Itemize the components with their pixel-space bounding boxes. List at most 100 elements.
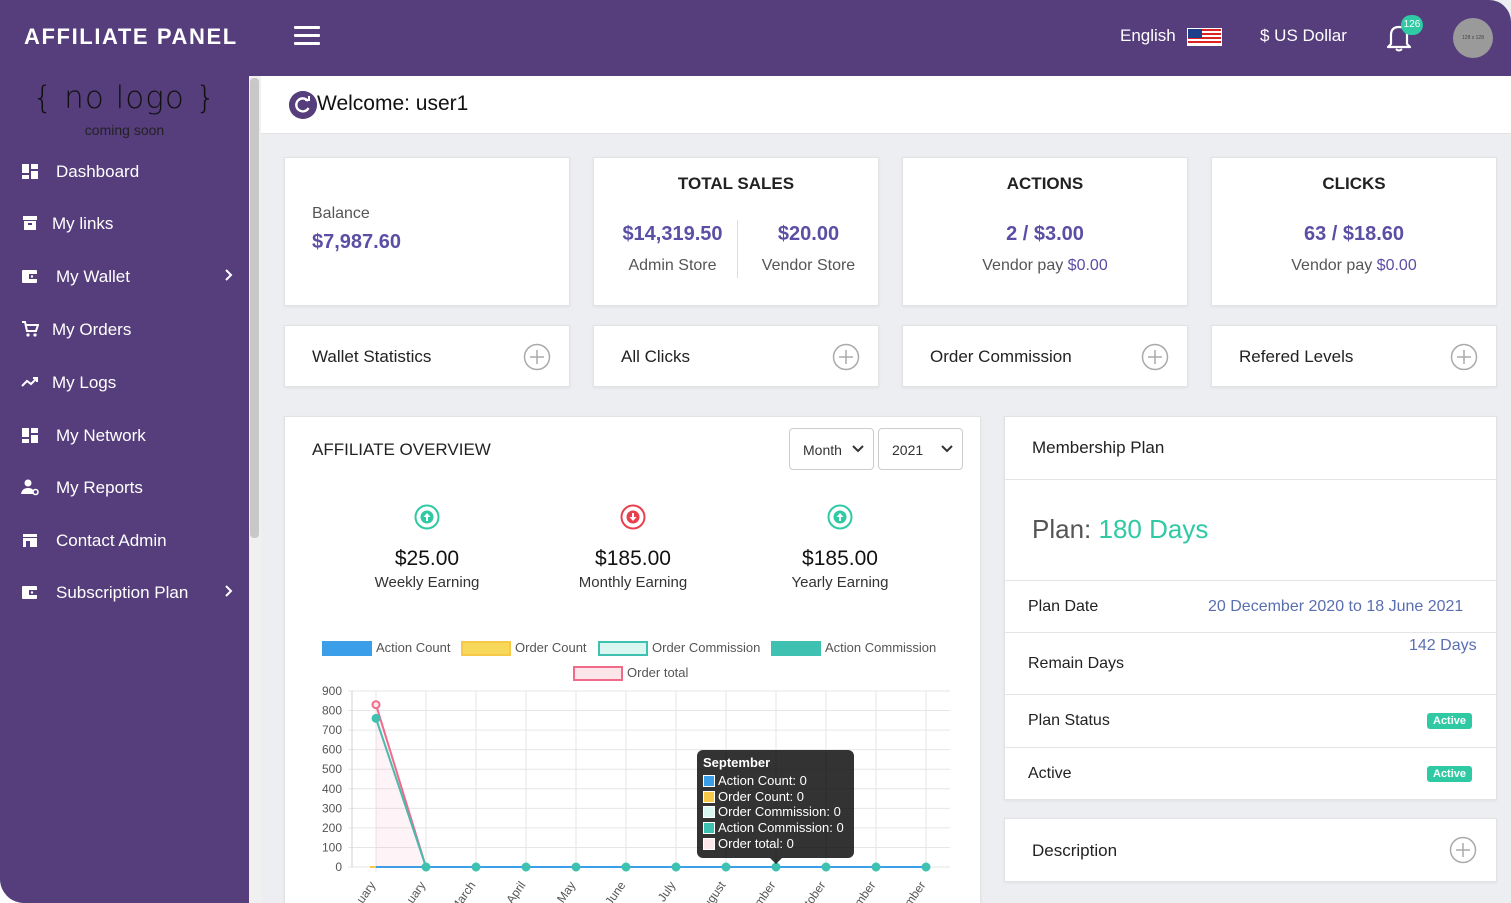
legend-swatch (703, 806, 715, 819)
brand-title: AFFILIATE PANEL (24, 24, 238, 49)
y-tick-label: 500 (322, 762, 342, 776)
clicks-value: 63 / $18.60 (1303, 223, 1405, 245)
sidebar-item-contact-admin[interactable]: Contact Admin (0, 521, 249, 561)
plan-date-label: Plan Date (1028, 598, 1099, 615)
sidebar-item-label: My Wallet (56, 267, 130, 286)
legend-label[interactable]: Order total (627, 665, 689, 680)
plus-circle-icon[interactable] (1450, 343, 1478, 371)
plan-status-label: Plan Status (1028, 712, 1110, 729)
sidebar-item-my-network[interactable]: My Network (0, 416, 249, 456)
tooltip-row: Order Count: 0 (703, 789, 848, 805)
currency-selector[interactable]: $ US Dollar (1260, 26, 1347, 45)
data-point (521, 862, 531, 872)
plus-circle-icon[interactable] (832, 343, 860, 371)
data-point (371, 700, 381, 710)
plus-circle-icon[interactable] (1141, 343, 1169, 371)
legend-swatch (703, 822, 715, 835)
year-select-value: 2021 (892, 442, 924, 458)
yearly-earning-label: Yearly Earning (791, 574, 889, 591)
sidebar-item-my-reports[interactable]: My Reports (0, 468, 249, 508)
legend-swatch[interactable] (322, 641, 372, 656)
arrow-up-circle-icon (827, 504, 853, 530)
actions-value: 2 / $3.00 (1006, 223, 1084, 245)
legend-swatch[interactable] (771, 641, 821, 656)
monthly-earning: $185.00 Monthly Earning (543, 503, 723, 591)
x-tick-label: June (602, 878, 629, 903)
sidebar-item-dashboard[interactable]: Dashboard (0, 152, 249, 192)
sidebar-scrollbar-thumb[interactable] (250, 78, 259, 538)
avatar[interactable]: 128 x 128 (1453, 18, 1493, 58)
sidebar-item-label: My Logs (52, 373, 117, 392)
data-point (921, 862, 931, 872)
data-point (571, 862, 581, 872)
refered-levels-card[interactable]: Refered Levels (1211, 325, 1497, 387)
period-select[interactable]: Month (789, 428, 874, 470)
arrow-down-circle-icon (620, 504, 646, 530)
sidebar-item-label: My Reports (56, 478, 143, 497)
legend-label[interactable]: Action Commission (825, 640, 937, 655)
legend-swatch[interactable] (598, 641, 648, 656)
y-tick-label: 700 (322, 723, 342, 737)
x-tick-label: uary (404, 879, 429, 903)
logo-text: { no logo } (32, 80, 217, 116)
description-title: Description (1032, 841, 1118, 860)
sidebar: { no logo } coming soon Dashboard My lin… (0, 76, 261, 903)
all-clicks-card[interactable]: All Clicks (593, 325, 879, 387)
wallet-statistics-card[interactable]: Wallet Statistics (284, 325, 570, 387)
active-label: Active (1028, 765, 1072, 782)
order-commission-label: Order Commission (930, 347, 1072, 366)
x-tick-label: mber (901, 879, 928, 903)
description-card[interactable]: Description (1004, 818, 1497, 882)
language-selector[interactable]: English (1120, 26, 1176, 45)
legend-swatch (703, 837, 715, 850)
y-tick-label: 400 (322, 782, 342, 796)
legend-label[interactable]: Order Commission (652, 640, 761, 655)
legend-swatch[interactable] (461, 641, 511, 656)
plus-circle-icon[interactable] (1449, 836, 1477, 864)
y-tick-label: 900 (322, 684, 342, 698)
chart-tooltip: September Action Count: 0 Order Count: 0… (697, 750, 854, 858)
user-settings-icon (21, 479, 39, 496)
balance-value: $7,987.60 (312, 231, 401, 253)
tooltip-row-text: Order Commission: 0 (718, 804, 841, 820)
year-select[interactable]: 2021 (878, 428, 963, 470)
chevron-down-icon (852, 445, 864, 453)
x-tick-label: mber (751, 879, 778, 903)
x-tick-label: March (448, 879, 479, 903)
tooltip-caret (770, 858, 782, 864)
sidebar-item-subscription-plan[interactable]: Subscription Plan (0, 573, 249, 613)
bell-icon[interactable] (1382, 20, 1416, 54)
legend-swatch[interactable] (573, 666, 623, 681)
affiliate-overview-chart[interactable]: 0 100 200 300 400 500 600 700 800 900 uary uary Marc… (284, 680, 981, 903)
legend-label[interactable]: Order Count (515, 640, 587, 655)
total-sales-card: TOTAL SALES $14,319.50 Admin Store $20.0… (593, 157, 879, 306)
plus-circle-icon[interactable] (523, 343, 551, 371)
actions-vendor-pay: Vendor pay $0.00 (903, 257, 1187, 275)
sidebar-item-my-wallet[interactable]: My Wallet (0, 257, 249, 297)
archive-icon (23, 216, 37, 230)
sidebar-item-my-orders[interactable]: My Orders (0, 310, 249, 350)
dashboard-icon (22, 428, 38, 443)
logo: { no logo } coming soon (0, 80, 249, 138)
status-badge: Active (1427, 713, 1473, 729)
divider (1005, 580, 1496, 581)
menu-toggle-icon[interactable] (294, 26, 320, 46)
actions-title: ACTIONS (1006, 174, 1084, 193)
sidebar-item-label: My links (52, 214, 114, 233)
yearly-earning: $185.00 Yearly Earning (750, 503, 930, 591)
sidebar-item-my-links[interactable]: My links (0, 204, 249, 244)
wallet-icon (22, 270, 38, 283)
wallet-icon (22, 586, 38, 599)
data-point (471, 862, 481, 872)
tooltip-row-text: Action Count: 0 (718, 773, 807, 788)
order-commission-card[interactable]: Order Commission (902, 325, 1188, 387)
legend-label[interactable]: Action Count (376, 640, 451, 655)
plan-value: 180 Days (1098, 514, 1209, 544)
us-flag-icon[interactable] (1187, 28, 1222, 46)
sidebar-item-my-logs[interactable]: My Logs (0, 363, 249, 403)
tooltip-row-text: Order total: 0 (718, 835, 794, 851)
status-badge: Active (1427, 766, 1473, 782)
welcome-bar: Welcome: user1 (261, 76, 1511, 134)
refresh-icon[interactable] (289, 91, 317, 119)
sidebar-item-label: My Network (56, 426, 146, 445)
